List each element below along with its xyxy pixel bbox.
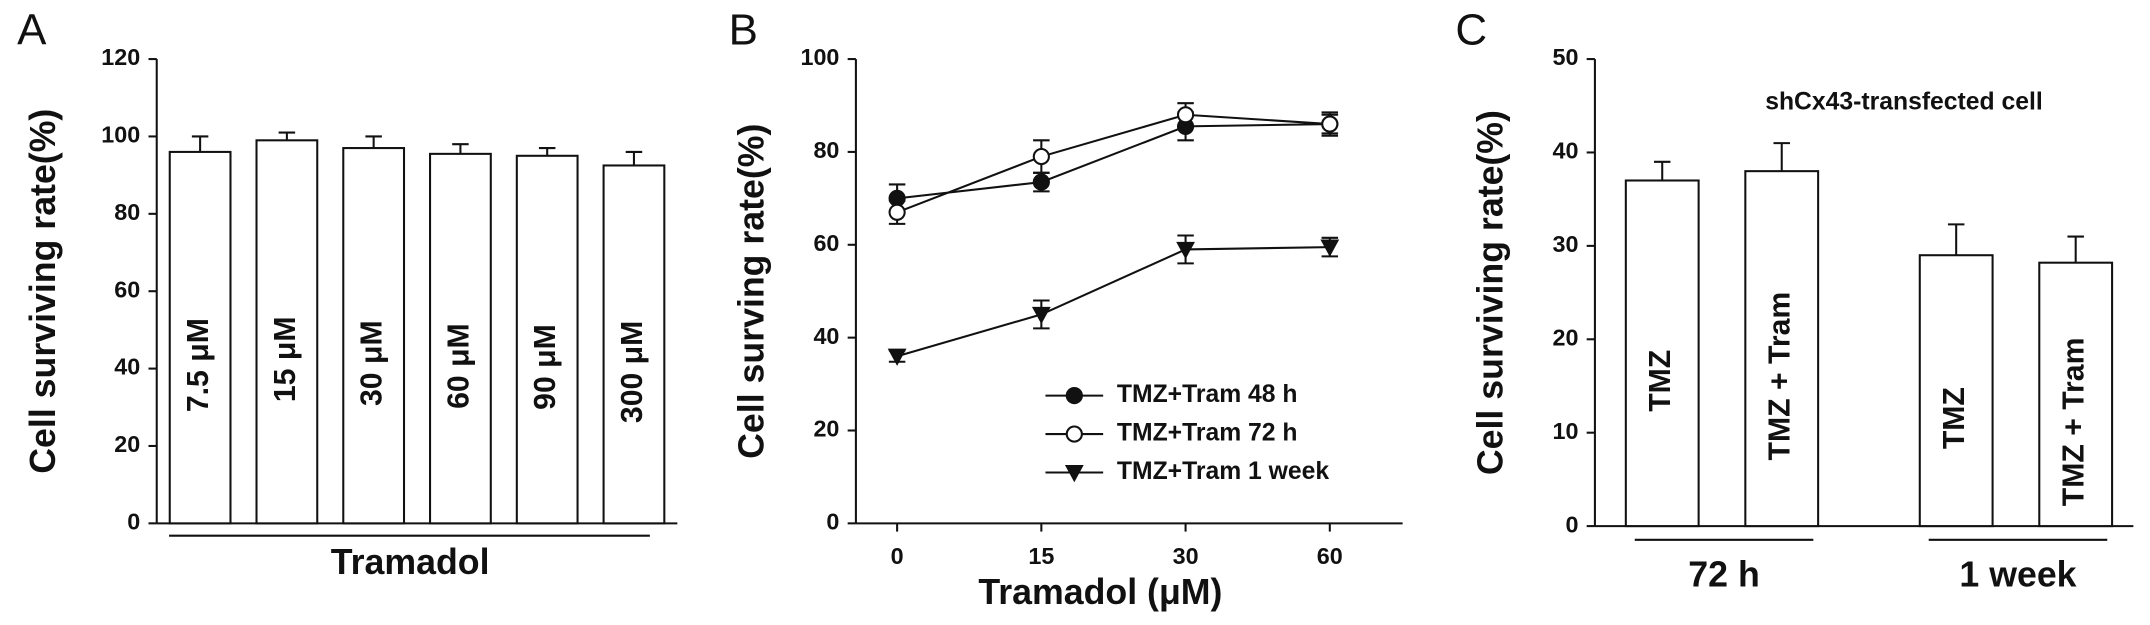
bar-label: 60 μM <box>442 323 475 409</box>
panel-label: B <box>729 6 758 55</box>
bar-label: 15 μM <box>269 316 302 402</box>
y-tick-label: 10 <box>1552 418 1578 444</box>
legend-label: TMZ+Tram 1 week <box>1117 458 1330 485</box>
legend-label: TMZ+Tram 48 h <box>1117 381 1298 408</box>
bar <box>602 164 666 525</box>
point <box>1032 147 1050 166</box>
bar-label: TMZ + Tram <box>2058 338 2091 507</box>
point <box>1031 306 1051 325</box>
y-tick-label: 50 <box>1552 44 1578 70</box>
bar <box>1918 254 1994 528</box>
panel-label: C <box>1455 6 1487 55</box>
point <box>1321 115 1339 133</box>
legend-marker <box>1065 425 1083 443</box>
x-axis-label: Tramadol (μM) <box>978 572 1222 612</box>
point <box>1176 241 1195 260</box>
y-axis-label: Cell surviving rate(%) <box>23 109 63 474</box>
y-tick-label: 0 <box>127 509 140 535</box>
group-label: 1 week <box>1959 554 2076 594</box>
bar <box>255 139 319 525</box>
x-tick-label: 0 <box>891 543 904 569</box>
y-tick-label: 80 <box>114 199 140 225</box>
point <box>1032 173 1050 191</box>
point <box>887 348 907 366</box>
x-axis-label: Tramadol <box>331 542 490 582</box>
bar-label: 30 μM <box>356 320 389 406</box>
y-tick-label: 0 <box>826 509 839 535</box>
y-tick-label: 30 <box>1552 231 1578 257</box>
legend-marker <box>1065 387 1083 405</box>
bar-label: 7.5 μM <box>182 318 215 412</box>
y-tick-label: 40 <box>1552 138 1578 164</box>
y-axis-label: Cell surving rate(%) <box>732 124 772 459</box>
y-tick-label: 60 <box>114 276 140 302</box>
x-tick-label: 60 <box>1317 543 1343 569</box>
y-tick-label: 40 <box>114 354 140 380</box>
series-line <box>897 123 1330 200</box>
point <box>888 203 906 221</box>
legend-label: TMZ+Tram 72 h <box>1117 420 1298 447</box>
legend-marker <box>1064 464 1084 483</box>
series-line <box>896 246 1330 358</box>
panel-label: A <box>17 6 47 55</box>
bar <box>2038 261 2114 528</box>
y-tick-label: 100 <box>101 122 140 148</box>
bar-label: TMZ + Tram <box>1764 292 1797 461</box>
bar-label: TMZ <box>1938 387 1971 449</box>
bar-label: 300 μM <box>616 321 649 423</box>
x-tick-label: 30 <box>1173 543 1199 569</box>
bar <box>168 150 232 525</box>
y-tick-label: 20 <box>813 416 839 442</box>
y-tick-label: 20 <box>114 431 140 457</box>
y-tick-label: 40 <box>813 323 839 349</box>
y-tick-label: 60 <box>813 230 839 256</box>
y-tick-label: 20 <box>1552 324 1578 350</box>
y-tick-label: 100 <box>800 44 839 70</box>
group-label: 72 h <box>1688 554 1759 594</box>
y-tick-label: 0 <box>1565 511 1578 537</box>
annotation: shCx43-transfected cell <box>1765 89 2043 116</box>
point <box>1176 106 1195 124</box>
y-tick-label: 120 <box>101 44 140 70</box>
bar <box>429 152 492 525</box>
bar <box>1624 179 1700 528</box>
bar <box>1744 170 1820 528</box>
bar-label: 90 μM <box>529 324 562 410</box>
y-tick-label: 80 <box>813 137 839 163</box>
bar <box>342 147 406 525</box>
series-line <box>896 113 1330 214</box>
x-tick-label: 15 <box>1028 543 1054 569</box>
bar-label: TMZ <box>1644 350 1677 412</box>
bar <box>515 154 579 525</box>
y-axis-label: Cell surviving rate(%) <box>1471 110 1511 475</box>
point <box>1320 239 1340 257</box>
